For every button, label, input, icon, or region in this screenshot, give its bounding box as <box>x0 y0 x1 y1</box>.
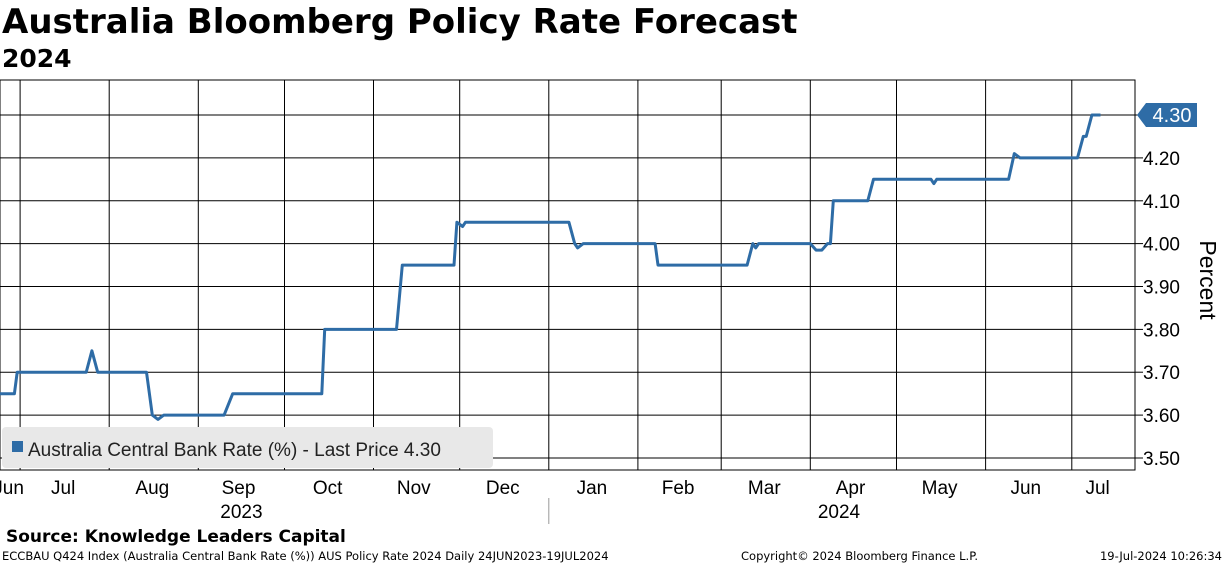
y-tick-label: 4.10 <box>1143 192 1180 213</box>
x-tick-label: Jan <box>577 478 608 499</box>
x-year-label: 2024 <box>818 502 861 523</box>
plot-frame <box>0 79 1136 471</box>
legend: Australia Central Bank Rate (%) - Last P… <box>2 427 493 468</box>
y-tick-label: 3.50 <box>1143 449 1180 470</box>
last-value-marker-shape <box>1137 103 1197 127</box>
y-tick-label: 3.60 <box>1143 406 1180 427</box>
x-tick-label: Aug <box>135 478 169 499</box>
x-tick-label: Jun <box>0 478 24 499</box>
x-tick-label: Apr <box>836 478 866 499</box>
x-tick-label: Oct <box>313 478 343 499</box>
y-axis-ticks: 3.503.603.703.803.904.004.104.204.30 <box>1135 106 1180 470</box>
x-axis-ticks: Jun Jul Aug Sep Oct Nov Dec Jan Feb Mar Apr May Jun J… <box>0 478 1110 524</box>
x-tick-label: Sep <box>222 478 256 499</box>
gridlines <box>0 80 1135 470</box>
last-value-label: 4.30 <box>1153 105 1192 127</box>
x-year-label: 2023 <box>220 502 262 523</box>
last-value-marker: 4.30 <box>1137 103 1197 127</box>
series-description: ECCBAU Q424 Index (Australia Central Ban… <box>2 549 609 563</box>
y-tick-label: 4.00 <box>1143 235 1180 256</box>
chart-subtitle: 2024 <box>2 44 72 73</box>
timestamp: 19-Jul-2024 10:26:34 <box>1099 549 1222 563</box>
chart-title: Australia Bloomberg Policy Rate Forecast <box>2 2 798 42</box>
series-line-australia-central-bank-rate <box>0 113 1101 421</box>
y-tick-label: 4.20 <box>1143 149 1180 170</box>
x-tick-label: Nov <box>397 478 431 499</box>
copyright-note: Copyright© 2024 Bloomberg Finance L.P. <box>741 549 978 563</box>
legend-label: Australia Central Bank Rate (%) - Last P… <box>28 440 441 461</box>
y-tick-label: 3.80 <box>1143 320 1180 341</box>
legend-box <box>2 427 493 468</box>
x-tick-label: Jul <box>51 478 75 499</box>
x-tick-label: May <box>922 478 958 499</box>
x-tick-label: Dec <box>486 478 520 499</box>
y-axis-label: Percent <box>1195 240 1221 320</box>
y-tick-label: 3.70 <box>1143 363 1180 384</box>
source-note: Source: Knowledge Leaders Capital <box>6 527 346 547</box>
y-tick-label: 3.90 <box>1143 278 1180 299</box>
legend-swatch <box>12 441 23 452</box>
x-tick-label: Jun <box>1010 478 1041 499</box>
x-tick-label: Jul <box>1085 478 1109 499</box>
x-tick-label: Feb <box>662 478 695 499</box>
x-tick-label: Mar <box>748 478 781 499</box>
